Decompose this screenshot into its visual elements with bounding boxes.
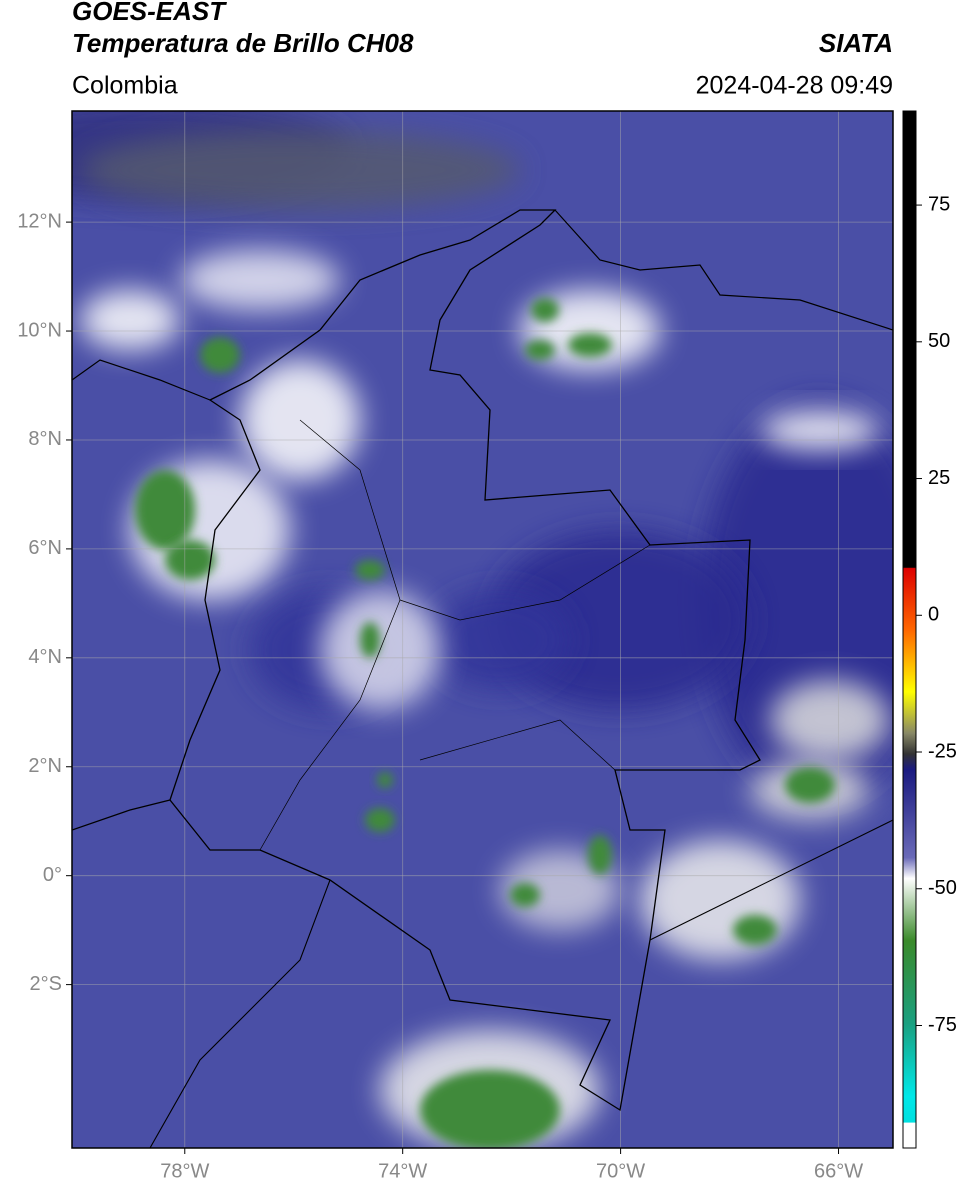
dept-border: [399, 544, 651, 621]
coastline: [554, 209, 893, 331]
colorbar-tick-label: 0: [928, 604, 939, 626]
cold-cloud: [355, 560, 385, 580]
cold-cloud: [365, 808, 395, 832]
x-tick-label: 74°W: [378, 1160, 427, 1182]
x-tick-label: 78°W: [160, 1160, 209, 1182]
dept-border: [419, 719, 616, 771]
colorbar-tick-label: 25: [928, 467, 950, 489]
cold-cloud: [733, 915, 777, 945]
cold-cloud: [785, 767, 835, 803]
cold-cloud: [200, 337, 240, 373]
map: [72, 111, 893, 1148]
x-tick-label: 70°W: [596, 1160, 645, 1182]
cloud: [430, 590, 570, 690]
cold-cloud: [377, 772, 393, 788]
cloud: [760, 410, 880, 450]
country-border: [169, 209, 761, 1112]
region: Colombia: [72, 72, 178, 100]
colorbar: [902, 110, 917, 1149]
colorbar-tick-label: -50: [928, 877, 957, 899]
cloud: [80, 290, 180, 350]
colorbar-tick-label: -75: [928, 1014, 957, 1036]
cloud: [180, 250, 340, 310]
title: GOES-EAST: [72, 0, 227, 26]
cold-cloud: [135, 470, 195, 550]
cold-cloud: [531, 298, 559, 322]
cold-cloud: [510, 883, 540, 907]
cold-cloud: [360, 622, 380, 658]
colorbar-tick-label: 50: [928, 330, 950, 352]
cold-cloud: [525, 340, 555, 360]
colorbar-tick-label: -25: [928, 740, 957, 762]
y-tick-label: 12°N: [17, 210, 62, 232]
x-tick-label: 66°W: [814, 1160, 863, 1182]
cold-cloud: [420, 1070, 560, 1148]
colorbar-tick-label: 75: [928, 193, 950, 215]
y-tick-label: 4°N: [28, 646, 62, 668]
coastline: [72, 359, 211, 401]
y-tick-label: 10°N: [17, 319, 62, 341]
cold-cloud: [165, 540, 215, 580]
y-tick-label: 2°N: [28, 755, 62, 777]
cloud: [80, 130, 520, 210]
datetime: 2024-04-28 09:49: [696, 72, 893, 100]
y-tick-label: 2°S: [30, 973, 62, 995]
cloud: [640, 840, 800, 960]
y-tick-label: 8°N: [28, 428, 62, 450]
border: [649, 819, 893, 941]
coastline: [72, 799, 171, 831]
cold-cloud: [588, 835, 612, 875]
cloud: [770, 680, 890, 760]
y-tick-label: 6°N: [28, 537, 62, 559]
cold-cloud: [568, 333, 612, 357]
title: Temperatura de Brillo CH08: [72, 28, 414, 58]
y-tick-label: 0°: [43, 864, 62, 886]
source: SIATA: [819, 28, 893, 58]
map-frame: [71, 110, 894, 1149]
cloud: [500, 850, 620, 930]
dept-border: [259, 419, 401, 851]
border: [149, 879, 331, 1148]
